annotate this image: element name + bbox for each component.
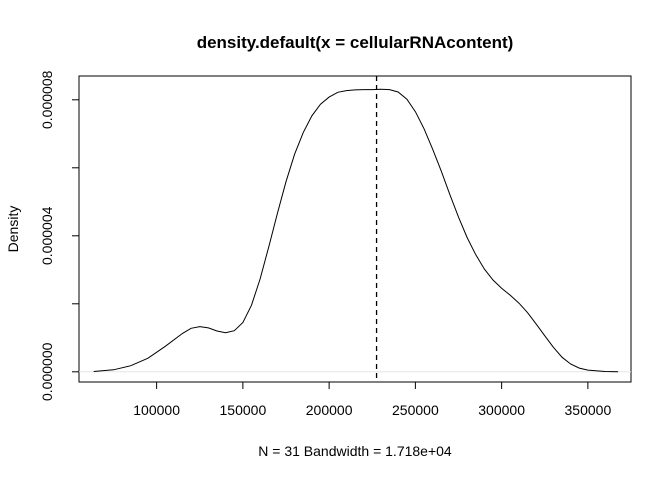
y-tick-label: 0.000008 (39, 70, 55, 129)
x-tick-label: 100000 (133, 402, 180, 418)
y-axis: 0.000000 0.000004 0.000008 (39, 70, 80, 401)
y-axis-label: Density (5, 206, 21, 253)
y-tick-label: 0.000000 (39, 342, 55, 401)
x-tick-label: 250000 (392, 402, 439, 418)
x-tick-label: 300000 (478, 402, 525, 418)
x-axis: 100000 150000 200000 250000 300000 350000 (133, 381, 612, 418)
x-axis-label: N = 31 Bandwidth = 1.718e+04 (258, 443, 452, 459)
density-curve (93, 88, 619, 373)
chart-title: density.default(x = cellularRNAcontent) (197, 33, 514, 52)
x-tick-label: 200000 (306, 402, 353, 418)
y-tick-label: 0.000004 (39, 206, 55, 265)
x-tick-label: 350000 (565, 402, 612, 418)
x-tick-label: 150000 (220, 402, 267, 418)
